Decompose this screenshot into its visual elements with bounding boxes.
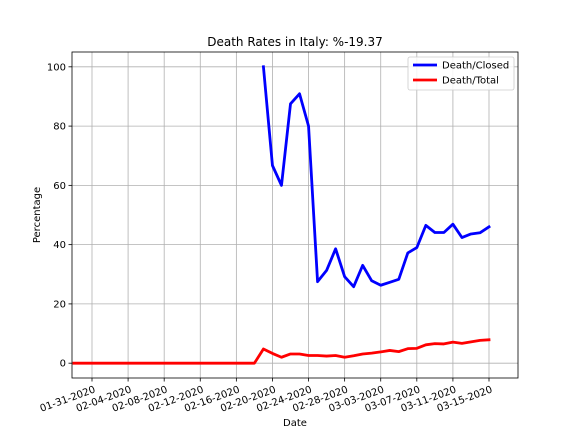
y-tick-label: 0 xyxy=(60,359,66,370)
y-tick-label: 40 xyxy=(53,240,66,251)
chart-title: Death Rates in Italy: %-19.37 xyxy=(207,35,383,49)
y-tick-label: 20 xyxy=(53,299,66,310)
legend-label: Death/Closed xyxy=(442,61,509,72)
x-axis-label: Date xyxy=(283,418,307,429)
series-lines xyxy=(72,65,491,365)
grid xyxy=(72,52,518,378)
y-tick-label: 80 xyxy=(53,122,66,133)
plot-frame xyxy=(71,51,519,379)
series-line-death-total xyxy=(72,338,491,365)
legend-label: Death/Total xyxy=(442,76,499,87)
y-tick-label: 100 xyxy=(47,62,66,73)
y-tick-label: 60 xyxy=(53,181,66,192)
y-axis-label: Percentage xyxy=(32,187,43,243)
legend-items: Death/Closed Death/Total xyxy=(413,61,509,87)
series-line-death-closed xyxy=(261,65,491,289)
y-ticks: 0 20 40 60 80 100 xyxy=(47,62,72,370)
legend: Death/Closed Death/Total xyxy=(407,56,515,91)
